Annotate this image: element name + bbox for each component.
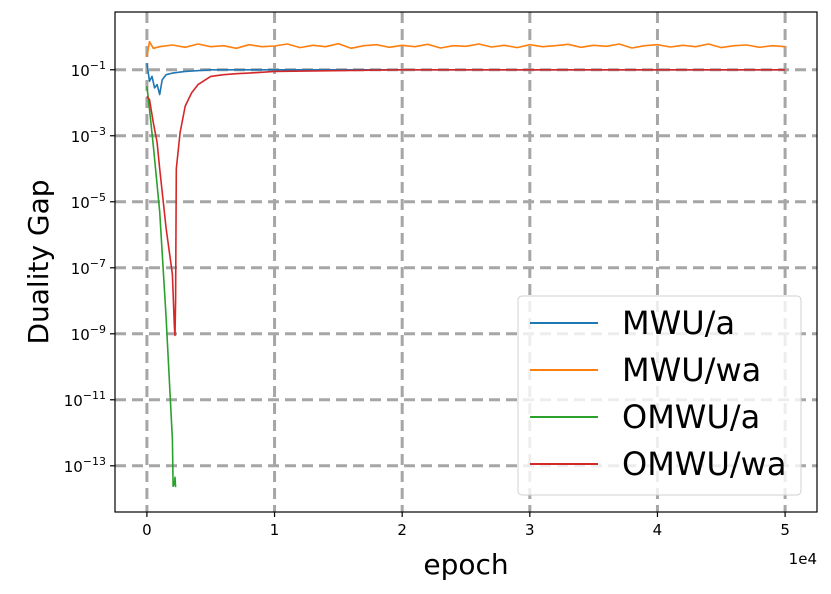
x-axis-ticks: 0 1 2 3 4 5 bbox=[142, 512, 790, 539]
y-tick-label-4: 10−9 bbox=[71, 323, 106, 344]
y-tick-label-6: 10−13 bbox=[64, 455, 106, 476]
series-layer bbox=[146, 40, 786, 488]
x-tick-label-4: 4 bbox=[653, 521, 663, 539]
y-axis-ticks: 10−1 10−3 10−5 10−7 10−9 10−11 10−13 bbox=[64, 59, 115, 476]
legend: MWU/a MWU/wa OMWU/a OMWU/wa bbox=[517, 295, 802, 496]
y-axis-label: Duality Gap bbox=[22, 179, 55, 344]
legend-label-1: MWU/wa bbox=[622, 351, 761, 389]
x-tick-label-5: 5 bbox=[780, 521, 790, 539]
plot-frame bbox=[114, 11, 818, 513]
x-offset-label: 1e4 bbox=[789, 550, 817, 568]
y-tick-label-5: 10−11 bbox=[64, 389, 106, 410]
series-line-omwu-a bbox=[146, 86, 177, 488]
x-tick-label-0: 0 bbox=[142, 521, 152, 539]
legend-label-0: MWU/a bbox=[622, 304, 735, 342]
y-tick-label-1: 10−3 bbox=[71, 125, 106, 146]
x-tick-label-1: 1 bbox=[270, 521, 280, 539]
y-tick-label-3: 10−7 bbox=[71, 257, 106, 278]
y-tick-label-2: 10−5 bbox=[71, 191, 106, 212]
x-tick-label-3: 3 bbox=[525, 521, 535, 539]
series-line-mwu-wa bbox=[146, 40, 786, 57]
legend-label-3: OMWU/wa bbox=[622, 445, 786, 483]
y-tick-label-0: 10−1 bbox=[71, 59, 106, 80]
x-axis-label: epoch bbox=[423, 548, 508, 581]
legend-label-2: OMWU/a bbox=[622, 398, 760, 436]
legend-box bbox=[517, 295, 802, 496]
x-tick-label-2: 2 bbox=[397, 521, 407, 539]
series-line-omwu-wa bbox=[146, 69, 786, 337]
